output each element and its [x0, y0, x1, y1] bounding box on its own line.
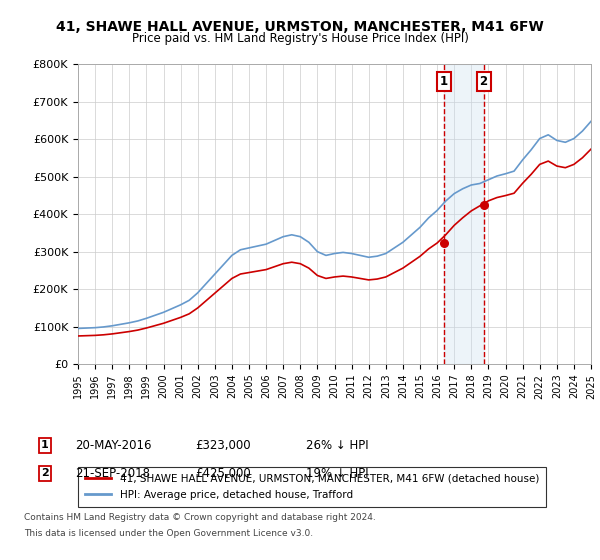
Text: 1: 1 [41, 440, 49, 450]
Text: 21-SEP-2018: 21-SEP-2018 [75, 466, 150, 480]
Text: This data is licensed under the Open Government Licence v3.0.: This data is licensed under the Open Gov… [24, 529, 313, 538]
Legend: 41, SHAWE HALL AVENUE, URMSTON, MANCHESTER, M41 6FW (detached house), HPI: Avera: 41, SHAWE HALL AVENUE, URMSTON, MANCHEST… [78, 466, 547, 507]
Text: 2: 2 [479, 74, 488, 88]
Text: £323,000: £323,000 [195, 438, 251, 452]
Text: 41, SHAWE HALL AVENUE, URMSTON, MANCHESTER, M41 6FW: 41, SHAWE HALL AVENUE, URMSTON, MANCHEST… [56, 20, 544, 34]
Text: Price paid vs. HM Land Registry's House Price Index (HPI): Price paid vs. HM Land Registry's House … [131, 32, 469, 45]
Text: 2: 2 [41, 468, 49, 478]
Text: 20-MAY-2016: 20-MAY-2016 [75, 438, 151, 452]
Text: 19% ↓ HPI: 19% ↓ HPI [306, 466, 368, 480]
Text: 26% ↓ HPI: 26% ↓ HPI [306, 438, 368, 452]
Text: 1: 1 [440, 74, 448, 88]
Bar [443, 64, 484, 364]
Text: Contains HM Land Registry data © Crown copyright and database right 2024.: Contains HM Land Registry data © Crown c… [24, 514, 376, 522]
Text: £425,000: £425,000 [195, 466, 251, 480]
